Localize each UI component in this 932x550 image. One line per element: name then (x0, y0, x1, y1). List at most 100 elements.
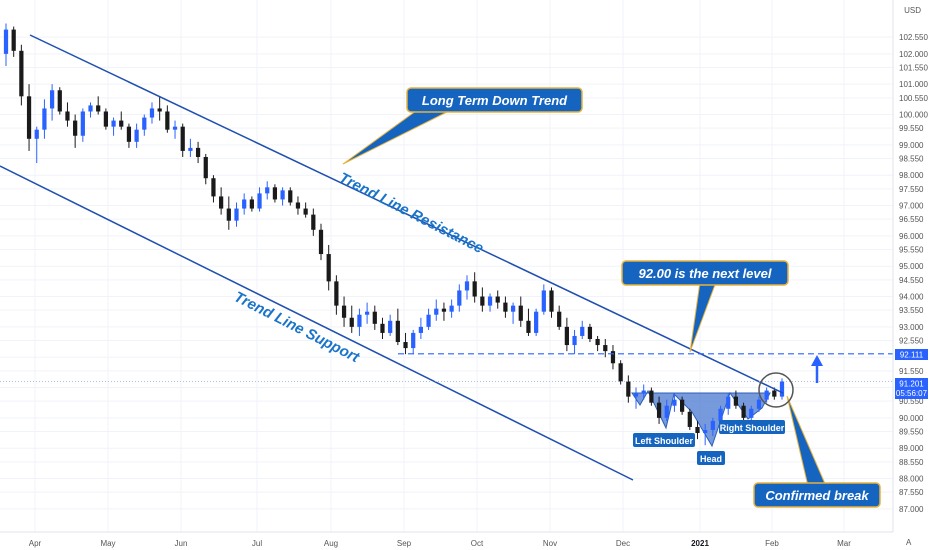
candle-body (503, 302, 508, 312)
candle-body (49, 90, 55, 109)
candle-body (357, 314, 362, 327)
price-tick-label: 97.000 (899, 202, 924, 211)
candle-body (480, 296, 485, 306)
candle-body (518, 305, 523, 321)
candle (265, 181, 270, 200)
candle-body (341, 305, 347, 318)
candle (364, 302, 370, 324)
candle (257, 187, 262, 212)
last-price-text: 91.201 (899, 380, 924, 389)
candle-body (703, 429, 708, 434)
price-tick-label: 95.550 (899, 246, 924, 255)
candle (249, 196, 254, 212)
price-tick-label: 102.000 (899, 50, 928, 59)
candle-body (172, 126, 178, 130)
candle (580, 320, 585, 339)
price-tick-label: 102.550 (899, 33, 928, 42)
grid-lines (0, 0, 893, 532)
price-tick-label: 101.550 (899, 64, 928, 73)
auto-scale-button[interactable]: A (906, 538, 912, 547)
candle (441, 302, 447, 321)
candle (88, 102, 93, 118)
candle (549, 287, 554, 318)
candle-body (380, 323, 385, 333)
candle-body (411, 332, 416, 349)
candle (19, 44, 24, 106)
price-axis[interactable]: USD 102.550102.000101.550101.000100.5501… (892, 0, 928, 532)
candle-body (311, 214, 316, 230)
candle-body (242, 199, 247, 209)
candle-body (395, 320, 400, 343)
candle-body (388, 320, 393, 333)
support-label: Trend Line Support (231, 288, 363, 366)
candle (449, 299, 454, 318)
candle-body (11, 29, 16, 51)
candle (111, 117, 116, 136)
candle-body (364, 311, 370, 315)
candle (703, 423, 708, 446)
candle (656, 396, 662, 424)
time-tick-label: Dec (616, 539, 630, 548)
candle-body (372, 311, 377, 324)
candle-body (687, 411, 692, 427)
price-tick-label: 96.550 (899, 215, 924, 224)
callout-long-term: Long Term Down Trend (342, 87, 583, 165)
candle-body (749, 408, 754, 418)
price-tick-label: 101.000 (899, 80, 928, 89)
candle (649, 387, 654, 406)
candle (626, 375, 631, 403)
candle-body (641, 390, 646, 394)
candle-body (595, 338, 600, 346)
candle (434, 299, 439, 321)
candle (403, 332, 408, 355)
candle (526, 308, 531, 336)
price-tick-label: 96.000 (899, 232, 924, 241)
candle-body (449, 305, 454, 312)
resistance-label: Trend Line Resistance (336, 169, 486, 257)
candle-body (441, 308, 447, 312)
candle-body (426, 314, 431, 327)
candle-body (219, 196, 224, 209)
price-tick-label: 99.000 (899, 141, 924, 150)
candle-body (73, 120, 78, 136)
candle (388, 314, 393, 336)
candle (172, 120, 178, 139)
candle-body (57, 90, 62, 112)
time-axis[interactable]: Apr May Jun Jul Aug Sep Oct Nov Dec 2021 Feb Mar A (0, 531, 912, 548)
candle (633, 387, 639, 409)
time-tick-label: Sep (397, 539, 412, 548)
candle (464, 275, 470, 300)
candle (311, 208, 316, 236)
price-tick-label: 97.550 (899, 185, 924, 194)
candle (587, 323, 593, 343)
candle (741, 402, 746, 421)
price-tick-label: 87.000 (899, 505, 924, 514)
candle-body (126, 126, 132, 142)
candle-body (695, 426, 700, 434)
callout-next-level: 92.00 is the next level (621, 260, 789, 353)
candle (487, 293, 493, 312)
candle-body (618, 363, 623, 382)
price-tick-label: 98.550 (899, 155, 924, 164)
candle (180, 123, 185, 157)
candle (756, 396, 762, 412)
candle-body (26, 96, 32, 139)
price-tick-label: 93.550 (899, 306, 924, 315)
candle (57, 87, 62, 115)
candle-body (626, 381, 631, 397)
price-tick-label: 90.000 (899, 414, 924, 423)
candle (572, 329, 577, 355)
candle (457, 284, 462, 312)
candle (518, 296, 523, 327)
price-tick-label: 92.550 (899, 337, 924, 346)
candle (219, 187, 224, 215)
candle-body (564, 326, 569, 346)
candle (541, 284, 546, 315)
candle (510, 302, 516, 324)
price-tick-label: 88.550 (899, 458, 924, 467)
candle-body (510, 305, 516, 312)
candle-body (334, 281, 339, 306)
candle-body (134, 129, 139, 142)
candle (357, 308, 362, 336)
price-ticks: 102.550 102.000 101.550 101.000 100.550 100.0… (899, 33, 928, 514)
